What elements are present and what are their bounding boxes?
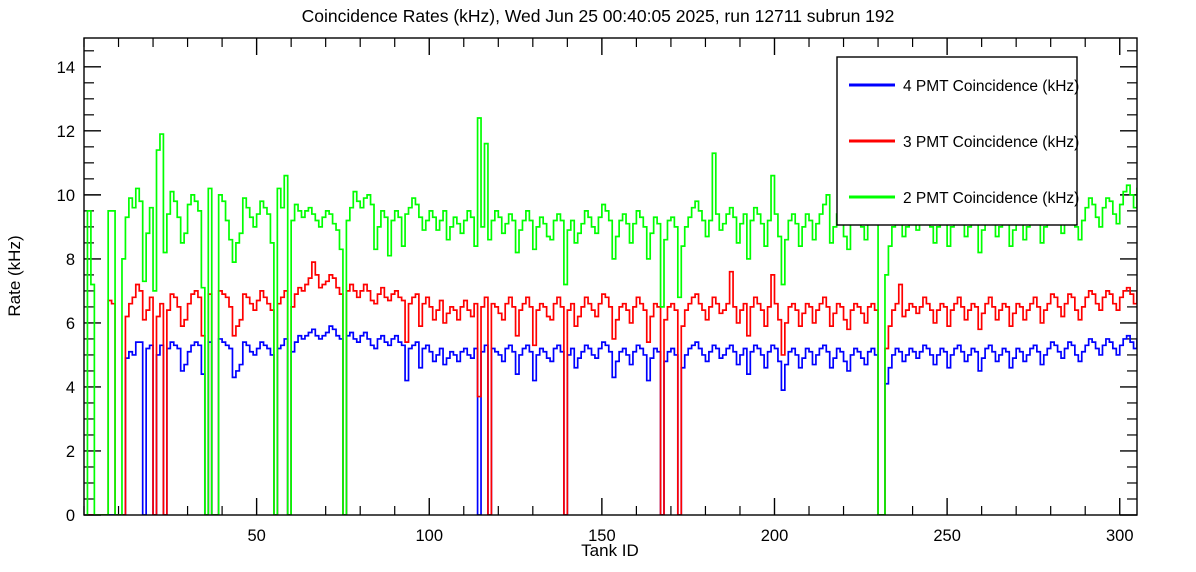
y-tick-label: 6 xyxy=(66,315,75,333)
y-axis-label: Rate (kHz) xyxy=(5,235,24,316)
x-tick-label: 150 xyxy=(588,527,616,545)
y-tick-label: 8 xyxy=(66,251,75,269)
x-tick-label: 300 xyxy=(1106,527,1134,545)
legend-entry-label: 2 PMT Coincidence (kHz) xyxy=(903,190,1079,207)
x-axis-label: Tank ID xyxy=(581,541,639,560)
x-tick-label: 100 xyxy=(415,527,443,545)
y-tick-label: 12 xyxy=(57,123,75,141)
series-line-3pmt xyxy=(87,261,1137,515)
x-tick-label: 50 xyxy=(247,527,265,545)
y-tick-label: 0 xyxy=(66,507,75,525)
x-tick-label: 200 xyxy=(761,527,789,545)
x-tick-label: 250 xyxy=(933,527,961,545)
y-tick-label: 4 xyxy=(66,379,75,397)
series-line-4pmt xyxy=(87,325,1137,515)
legend[interactable]: 4 PMT Coincidence (kHz) 3 PMT Coincidence… xyxy=(836,56,1079,226)
y-tick-label: 14 xyxy=(57,59,75,77)
y-tick-label: 10 xyxy=(57,187,75,205)
y-tick-label: 2 xyxy=(66,443,75,461)
legend-entry-label: 3 PMT Coincidence (kHz) xyxy=(903,134,1079,151)
plot-frame xyxy=(83,37,1138,516)
chart-title: Coincidence Rates (kHz), Wed Jun 25 00:4… xyxy=(302,6,895,26)
legend-entry-label: 4 PMT Coincidence (kHz) xyxy=(903,78,1079,95)
